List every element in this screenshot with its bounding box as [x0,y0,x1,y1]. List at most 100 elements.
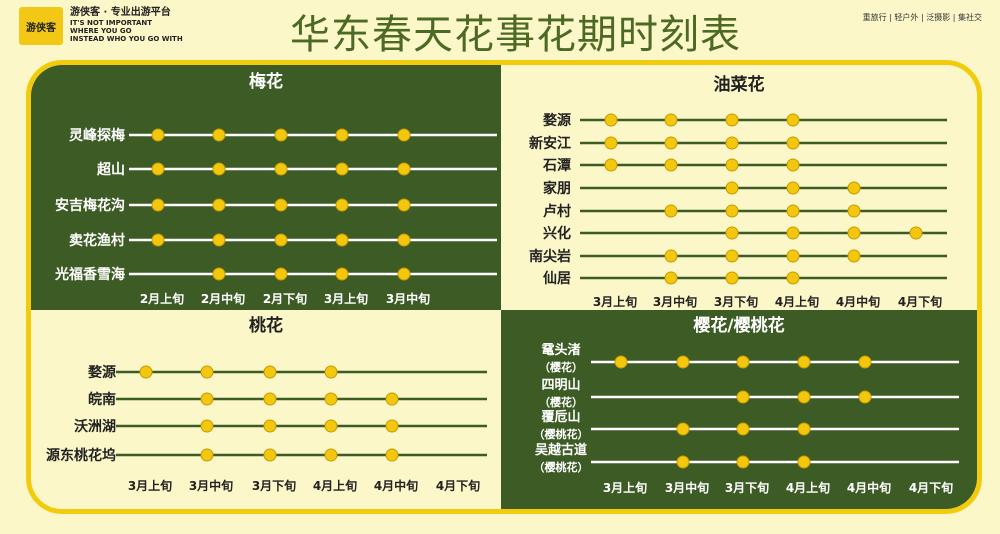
bloom-point [274,267,288,281]
tick-label: 2月下旬 [263,291,307,306]
row-label: 安吉梅花沟 [55,197,125,214]
bloom-point [324,392,338,406]
top-links: 重旅行 | 轻户外 | 泛摄影 | 集社交 [862,13,982,22]
tick-label: 4月上旬 [775,294,819,309]
bloom-point [736,355,750,369]
tick-label: 3月中旬 [665,480,709,495]
panel-bg [501,310,977,509]
tick-label: 3月上旬 [128,478,172,493]
bloom-point [786,204,800,218]
tick-label: 3月下旬 [714,294,758,309]
bloom-point [604,136,618,150]
bloom-point [385,448,399,462]
bloom-point [786,113,800,127]
bloom-point [263,392,277,406]
tick-label: 4月下旬 [898,294,942,309]
bloom-point [858,390,872,404]
bloom-point [200,365,214,379]
bloom-point [385,419,399,433]
bloom-point [797,390,811,404]
bloom-point [274,128,288,142]
row-label: 沃洲湖 [74,419,116,435]
panel-title: 樱花/樱桃花 [693,315,784,336]
bloom-point [335,267,349,281]
row-label: 卖花渔村 [69,232,125,249]
brand-logo: 游侠客 [19,7,63,45]
tick-label: 4月下旬 [436,478,480,493]
brand-tagline: 游侠客 · 专业出游平台 [70,7,171,18]
bloom-point [725,226,739,240]
row-label: 覆卮山 [541,409,580,425]
bloom-point [786,158,800,172]
bloom-point [847,181,861,195]
bloom-point [397,233,411,247]
bloom-point [858,355,872,369]
bloom-point [614,355,628,369]
row-label: 鼋头渚 [541,342,580,358]
bloom-point [736,422,750,436]
bloom-point [736,455,750,469]
tick-label: 4月下旬 [909,480,953,495]
row-label: 四明山 [541,377,580,393]
panel-bg [31,310,501,509]
bloom-point [263,419,277,433]
bloom-point [385,392,399,406]
bloom-point [263,448,277,462]
row-label: 灵峰探梅 [69,127,125,144]
bloom-point [397,198,411,212]
bloom-point [200,448,214,462]
row-label: 婺源 [88,364,116,381]
bloom-point [335,233,349,247]
bloom-point [274,162,288,176]
tick-label: 2月上旬 [140,291,184,306]
bloom-point [786,271,800,285]
bloom-point [847,249,861,263]
tick-label: 3月下旬 [252,478,296,493]
bloom-point [324,365,338,379]
bloom-point [725,271,739,285]
panel-bg [31,65,501,310]
bloom-point [847,226,861,240]
bloom-point [725,249,739,263]
bloom-point [212,162,226,176]
tick-label: 3月上旬 [593,294,637,309]
bloom-point [151,198,165,212]
row-sublabel: （樱花） [539,360,583,374]
row-label: 南尖岩 [529,248,571,265]
bloom-point [725,158,739,172]
bloom-point [274,233,288,247]
bloom-point [335,162,349,176]
bloom-point [736,390,750,404]
tick-label: 3月上旬 [324,291,368,306]
bloom-point [324,448,338,462]
bloom-point [397,162,411,176]
bloom-point [212,233,226,247]
tick-label: 4月上旬 [786,480,830,495]
tick-label: 4月上旬 [313,478,357,493]
tick-label: 2月中旬 [201,291,245,306]
bloom-point [664,204,678,218]
bloom-point [797,355,811,369]
bloom-point [151,162,165,176]
brand-slogan-1: IT'S NOT IMPORTANT [70,19,153,27]
chart-frame: 梅花 灵峰探梅 超山 安吉梅花沟 卖花渔村 光福香雪海 2月上旬 2月中旬 2月下旬 3月上旬 3月… [26,60,982,514]
bloom-point [797,422,811,436]
bloom-point [604,113,618,127]
bloom-point [664,136,678,150]
row-label: 光福香雪海 [54,266,125,283]
bloom-point [139,365,153,379]
bloom-point [664,271,678,285]
logo-text: 游侠客 [26,22,56,34]
row-label: 卢村 [543,203,571,220]
bloom-point [604,158,618,172]
bloom-point [725,136,739,150]
tick-label: 4月中旬 [836,294,880,309]
bloom-point [664,113,678,127]
bloom-point [664,158,678,172]
bloom-point [397,128,411,142]
bloom-point [847,204,861,218]
brand-slogan-2: WHERE YOU GO [70,27,132,35]
bloom-point [909,226,923,240]
bloom-point [797,455,811,469]
tick-label: 3月中旬 [189,478,233,493]
